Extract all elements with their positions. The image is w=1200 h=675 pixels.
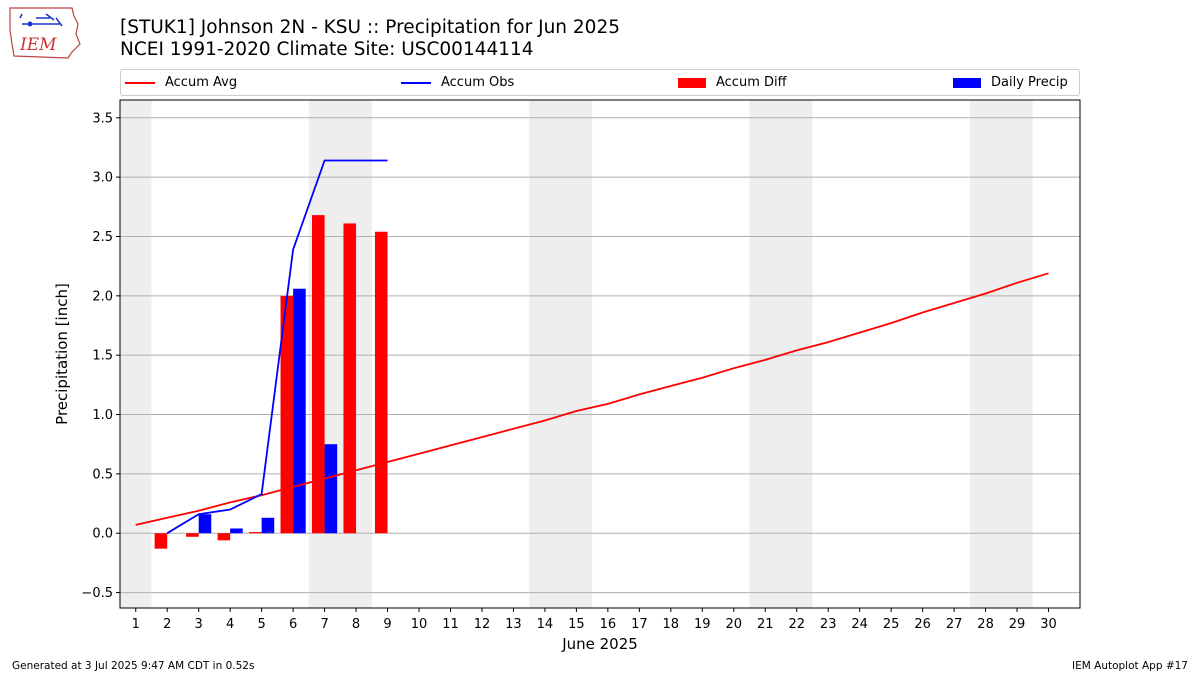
xtick-label: 18 bbox=[663, 617, 680, 632]
legend-label-accum-diff: Accum Diff bbox=[716, 75, 787, 90]
plot-frame bbox=[119, 99, 1081, 609]
ytick-label: −0.5 bbox=[81, 586, 113, 601]
ytick-label: 2.0 bbox=[92, 289, 113, 304]
y-axis-ticks: −0.5 0.0 0.5 1.0 1.5 2.0 2.5 3.0 3.5 bbox=[81, 111, 120, 601]
weekend-shade-4 bbox=[969, 100, 1033, 608]
daily-precip-bar bbox=[261, 517, 275, 534]
xtick-label: 8 bbox=[352, 617, 360, 632]
legend-swatch-accum-diff bbox=[678, 77, 706, 88]
daily-precip-bar bbox=[198, 514, 212, 534]
ytick-label: 3.5 bbox=[92, 111, 113, 126]
xtick-label: 22 bbox=[788, 617, 805, 632]
xtick-label: 9 bbox=[383, 617, 391, 632]
xtick-label: 26 bbox=[914, 617, 931, 632]
weekend-shade-0 bbox=[120, 100, 152, 608]
y-axis-label: Precipitation [inch] bbox=[53, 283, 71, 425]
legend-label-daily-precip: Daily Precip bbox=[991, 75, 1068, 90]
accum-diff-bar bbox=[186, 533, 199, 537]
weekend-shade-2 bbox=[529, 100, 593, 608]
xtick-label: 2 bbox=[163, 617, 171, 632]
xtick-label: 3 bbox=[195, 617, 203, 632]
legend-item-daily-precip: Daily Precip bbox=[953, 70, 1068, 95]
iem-logo: IEM bbox=[6, 4, 82, 60]
legend-swatch-accum-avg bbox=[125, 81, 155, 84]
daily-precip-bar bbox=[324, 444, 338, 534]
xtick-label: 30 bbox=[1040, 617, 1057, 632]
xtick-label: 15 bbox=[568, 617, 585, 632]
xtick-label: 6 bbox=[289, 617, 297, 632]
xtick-label: 11 bbox=[442, 617, 459, 632]
xtick-label: 1 bbox=[132, 617, 140, 632]
bars bbox=[154, 215, 388, 549]
legend-swatch-daily-precip bbox=[953, 77, 981, 88]
daily-precip-bar bbox=[230, 528, 243, 534]
weekend-shade-3 bbox=[749, 100, 813, 608]
xtick-label: 21 bbox=[757, 617, 774, 632]
legend-item-accum-avg: Accum Avg bbox=[125, 70, 237, 95]
xtick-label: 4 bbox=[226, 617, 234, 632]
xtick-label: 7 bbox=[320, 617, 328, 632]
xtick-label: 20 bbox=[725, 617, 742, 632]
accum-diff-bar bbox=[312, 215, 325, 534]
legend-swatch-accum-obs bbox=[401, 81, 431, 84]
xtick-label: 29 bbox=[1009, 617, 1026, 632]
xtick-label: 16 bbox=[600, 617, 617, 632]
accum-diff-bar bbox=[249, 532, 262, 534]
accum-obs-line bbox=[166, 159, 388, 534]
xtick-label: 27 bbox=[946, 617, 963, 632]
xtick-label: 19 bbox=[694, 617, 711, 632]
ytick-label: 0.5 bbox=[92, 467, 113, 482]
xtick-label: 10 bbox=[411, 617, 428, 632]
chart-legend: Accum Avg Accum Obs Accum Diff Daily Pre… bbox=[120, 69, 1080, 96]
logo-text: IEM bbox=[19, 35, 57, 55]
xtick-label: 23 bbox=[820, 617, 837, 632]
x-axis-ticks: 1 2 3 4 5 6 7 8 9 10 11 12 13 14 15 16 17 18 19 20 21 22 23 24 2… bbox=[132, 608, 1057, 632]
chart-title: [STUK1] Johnson 2N - KSU :: Precipitatio… bbox=[120, 17, 620, 61]
accum-diff-bar bbox=[217, 533, 231, 541]
accum-avg-line bbox=[135, 272, 1049, 526]
accum-diff-bar bbox=[154, 533, 168, 549]
xtick-label: 14 bbox=[537, 617, 554, 632]
app-credit: IEM Autoplot App #17 bbox=[1072, 660, 1188, 672]
ytick-label: 0.0 bbox=[92, 527, 113, 542]
legend-item-accum-obs: Accum Obs bbox=[401, 70, 514, 95]
legend-label-accum-obs: Accum Obs bbox=[441, 75, 515, 90]
iowa-state-outline-icon: IEM bbox=[9, 7, 81, 59]
xtick-label: 24 bbox=[851, 617, 868, 632]
xtick-label: 25 bbox=[883, 617, 900, 632]
weekend-shading bbox=[120, 100, 1033, 608]
x-axis-label: June 2025 bbox=[561, 635, 638, 653]
xtick-label: 13 bbox=[505, 617, 522, 632]
accum-diff-bar bbox=[374, 231, 388, 534]
ytick-label: 1.5 bbox=[92, 349, 113, 364]
xtick-label: 12 bbox=[474, 617, 491, 632]
lines bbox=[135, 159, 1049, 534]
daily-precip-bar bbox=[293, 288, 306, 534]
xtick-label: 5 bbox=[257, 617, 265, 632]
accum-diff-bar bbox=[343, 223, 357, 534]
chart-title-line2: NCEI 1991-2020 Climate Site: USC00144114 bbox=[120, 39, 534, 60]
ytick-label: 3.0 bbox=[92, 171, 113, 186]
chart-title-line1: [STUK1] Johnson 2N - KSU :: Precipitatio… bbox=[120, 17, 620, 38]
legend-label-accum-avg: Accum Avg bbox=[165, 75, 238, 90]
legend-item-accum-diff: Accum Diff bbox=[678, 70, 787, 95]
ytick-label: 1.0 bbox=[92, 408, 113, 423]
xtick-label: 28 bbox=[977, 617, 994, 632]
ytick-label: 2.5 bbox=[92, 230, 113, 245]
accum-diff-bar bbox=[280, 295, 294, 534]
xtick-label: 17 bbox=[631, 617, 648, 632]
generated-timestamp: Generated at 3 Jul 2025 9:47 AM CDT in 0… bbox=[12, 660, 255, 672]
